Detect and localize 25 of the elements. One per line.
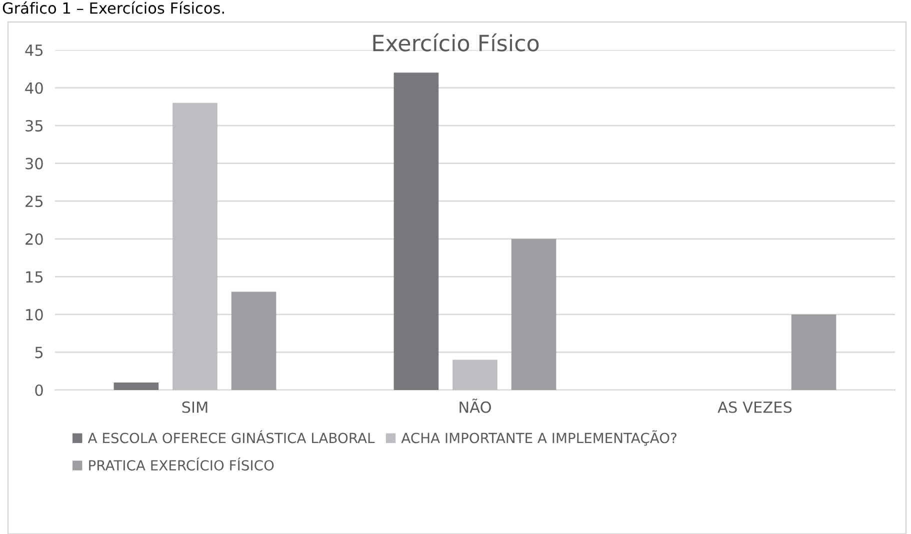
x-tick-label: SIM: [182, 401, 208, 413]
y-tick-label: 10: [26, 308, 43, 320]
y-tick-label: 30: [26, 158, 43, 170]
legend-label: PRATICA EXERCÍCIO FÍSICO: [89, 458, 274, 471]
y-tick-label: 5: [35, 346, 43, 358]
bar: [231, 292, 276, 390]
chart-title: Exercício Físico: [373, 33, 539, 52]
y-tick-label: 35: [26, 120, 43, 132]
y-tick-label: 0: [35, 384, 43, 396]
text: Gráfico 1 – Exercícios Físicos.: [2, 1, 224, 14]
x-tick-label: NÃO: [460, 398, 491, 413]
bar: [172, 102, 218, 390]
y-tick-label: 15: [26, 271, 43, 283]
legend-label: A ESCOLA OFERECE GINÁSTICA LABORAL: [88, 430, 375, 444]
bar: [114, 382, 159, 390]
y-tick-label: 45: [25, 44, 43, 56]
bar: [791, 314, 836, 390]
y-tick-label: 20: [26, 233, 43, 245]
legend-label: ACHA IMPORTANTE A IMPLEMENTAÇÃO?: [401, 430, 676, 446]
bar: [394, 72, 439, 390]
y-tick-label: 25: [26, 196, 43, 208]
bar: [511, 238, 556, 390]
y-tick-label: 40: [25, 82, 43, 94]
x-tick-label: AS VEZES: [718, 401, 792, 413]
bar: [452, 360, 498, 390]
